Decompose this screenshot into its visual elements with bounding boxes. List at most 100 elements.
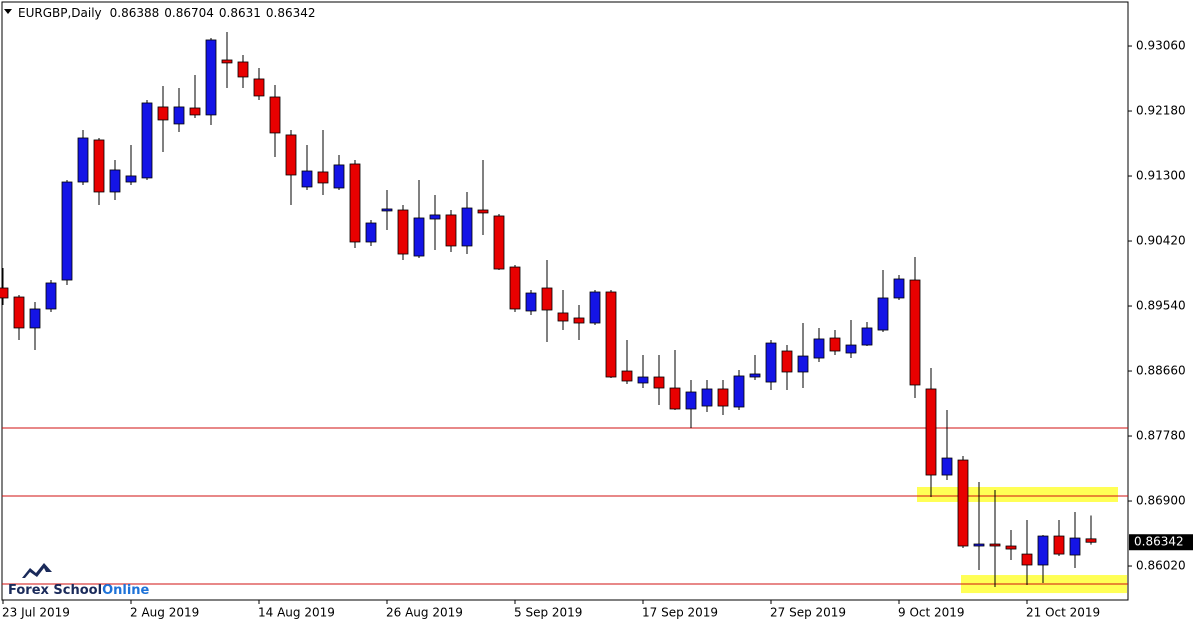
candle xyxy=(1037,535,1049,584)
candle-body xyxy=(365,222,377,243)
candle xyxy=(237,54,249,88)
candle-body xyxy=(205,39,217,116)
candle-body xyxy=(813,338,825,359)
candle xyxy=(269,84,281,157)
candle-body xyxy=(845,344,857,354)
candle-body xyxy=(1037,535,1049,566)
candle-body xyxy=(301,170,313,188)
candle xyxy=(701,380,713,413)
candle-body xyxy=(893,278,905,299)
candle-body xyxy=(1053,535,1065,555)
candle-body xyxy=(989,543,1001,547)
x-tick-label: 5 Sep 2019 xyxy=(514,606,582,620)
x-tick-label: 9 Oct 2019 xyxy=(898,606,965,620)
candle-body xyxy=(669,387,681,410)
candle-body xyxy=(157,106,169,121)
last-open: 0.86388 xyxy=(110,6,160,20)
candle-body xyxy=(1085,538,1097,543)
candle xyxy=(109,159,121,200)
candle xyxy=(525,289,537,315)
candle-body xyxy=(189,107,201,116)
candle-body xyxy=(0,287,9,299)
candle-body xyxy=(1069,537,1081,556)
symbol-menu-arrow[interactable] xyxy=(4,9,12,14)
candle-body xyxy=(589,291,601,324)
candle xyxy=(461,191,473,255)
candle xyxy=(589,289,601,326)
candle xyxy=(61,180,73,285)
x-tick-label: 27 Sep 2019 xyxy=(770,606,846,620)
candle xyxy=(157,85,169,152)
candle xyxy=(29,301,41,350)
candle-body xyxy=(1005,545,1017,550)
candle-body xyxy=(461,207,473,247)
candle xyxy=(1085,515,1097,545)
candle xyxy=(0,267,9,305)
candle xyxy=(93,137,105,205)
candle xyxy=(877,269,889,333)
candle xyxy=(413,180,425,259)
candle-body xyxy=(973,543,985,547)
candle-body xyxy=(285,134,297,176)
candle xyxy=(621,340,633,385)
candle-body xyxy=(397,209,409,255)
y-tick-label: 0.93060 xyxy=(1136,39,1186,53)
plot-layer xyxy=(0,31,1128,594)
candle xyxy=(957,456,969,548)
price-label-box xyxy=(1129,534,1193,551)
last-low: 0.8631 xyxy=(219,6,261,20)
candle-body xyxy=(141,102,153,179)
candle xyxy=(317,130,329,196)
y-tick-label: 0.87780 xyxy=(1136,429,1186,443)
candle-body xyxy=(493,215,505,270)
candle xyxy=(125,145,137,185)
candle-body xyxy=(29,308,41,329)
candle xyxy=(285,130,297,205)
candle xyxy=(1053,520,1065,557)
candle-body xyxy=(861,327,873,346)
candle xyxy=(221,31,233,88)
candle xyxy=(493,213,505,270)
chart-header: EURGBP,Daily 0.86388 0.86704 0.8631 0.86342 xyxy=(18,6,316,20)
candle xyxy=(429,195,441,250)
candle-body xyxy=(13,296,25,329)
candle-body xyxy=(477,209,489,214)
candle xyxy=(829,330,841,355)
candle-body xyxy=(605,291,617,378)
candle-body xyxy=(349,163,361,243)
candle xyxy=(861,321,873,346)
logo: Forex SchoolOnline xyxy=(8,563,150,598)
candle-body xyxy=(125,175,137,183)
candle xyxy=(749,354,761,381)
candle-body xyxy=(109,169,121,193)
candle-body xyxy=(749,373,761,378)
candle-body xyxy=(829,337,841,352)
candle-body xyxy=(573,317,585,324)
x-tick-label: 23 Jul 2019 xyxy=(2,606,70,620)
candle xyxy=(509,264,521,313)
candle-body xyxy=(541,287,553,311)
candle-body xyxy=(253,78,265,97)
last-high: 0.86704 xyxy=(164,6,214,20)
candle-body xyxy=(221,59,233,64)
candle xyxy=(893,275,905,300)
candle xyxy=(637,354,649,389)
candle-body xyxy=(77,137,89,183)
candle-body xyxy=(685,391,697,410)
svg-text:Forex SchoolOnline: Forex SchoolOnline xyxy=(8,583,150,598)
candle xyxy=(973,482,985,571)
candle xyxy=(365,219,377,246)
candle xyxy=(653,354,665,405)
candle-body xyxy=(765,342,777,383)
candle xyxy=(205,37,217,125)
symbol: EURGBP,Daily xyxy=(18,6,102,20)
candle xyxy=(925,367,937,498)
candle-body xyxy=(797,355,809,373)
candle xyxy=(13,295,25,340)
candle-body xyxy=(317,171,329,184)
candle xyxy=(477,159,489,235)
candle-body xyxy=(333,164,345,189)
candle-body xyxy=(1021,553,1033,566)
candle xyxy=(669,349,681,411)
